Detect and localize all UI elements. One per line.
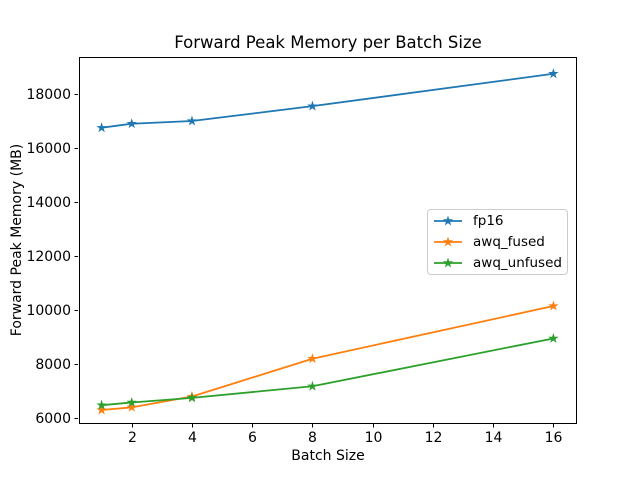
legend-item-fp16: fp16 <box>433 211 567 232</box>
x-tick-label: 12 <box>425 430 443 446</box>
x-tick-label: 10 <box>365 430 383 446</box>
data-point-marker-fp16 <box>96 122 107 133</box>
plot-area-border <box>79 57 577 424</box>
data-point-marker-awq_fused <box>307 353 318 364</box>
x-axis-label: Batch Size <box>291 448 365 464</box>
data-point-marker-awq_unfused <box>96 399 107 410</box>
y-tick-label: 14000 <box>26 195 71 211</box>
data-point-marker-fp16 <box>186 115 198 126</box>
data-point-marker-awq_fused <box>548 300 559 311</box>
legend-line-sample-awq_fused <box>434 236 462 247</box>
legend-line-sample-fp16 <box>434 215 462 226</box>
y-axis-label: Forward Peak Memory (MB) <box>9 143 25 337</box>
y-tick-label: 10000 <box>26 303 71 319</box>
y-tick-label: 6000 <box>35 411 71 427</box>
data-point-marker-fp16 <box>126 118 137 129</box>
legend: fp16 awq_fused awq_unfused <box>427 209 568 275</box>
series-line-fp16 <box>100 72 555 129</box>
x-tick-label: 4 <box>188 430 197 446</box>
x-tick-label: 2 <box>128 430 137 446</box>
x-tick-label: 14 <box>485 430 503 446</box>
y-tick-label: 16000 <box>26 141 71 157</box>
legend-line-sample-awq_unfused <box>434 257 462 268</box>
chart-title: Forward Peak Memory per Batch Size <box>174 33 482 52</box>
y-tick-label: 18000 <box>26 87 71 103</box>
legend-label-fp16: fp16 <box>473 213 504 229</box>
data-point-marker-awq_unfused <box>548 332 559 343</box>
legend-item-awq_fused: awq_fused <box>433 232 567 253</box>
data-point-marker-fp16 <box>548 68 559 79</box>
legend-star-marker <box>442 215 454 226</box>
data-point-marker-awq_fused <box>96 404 107 415</box>
legend-label-awq_fused: awq_fused <box>473 234 545 250</box>
data-point-marker-awq_unfused <box>307 380 318 391</box>
x-tick-label: 16 <box>545 430 563 446</box>
data-point-marker-awq_unfused <box>126 396 137 407</box>
legend-item-awq_unfused: awq_unfused <box>433 253 567 274</box>
legend-star-marker <box>442 257 454 268</box>
series-line-awq_unfused <box>100 337 555 407</box>
legend-star-marker <box>442 236 454 247</box>
data-point-marker-awq_fused <box>126 401 137 412</box>
legend-label-awq_unfused: awq_unfused <box>473 255 562 271</box>
series-line-awq_fused <box>100 305 555 411</box>
data-point-marker-fp16 <box>307 100 318 111</box>
y-tick-label: 12000 <box>26 249 71 265</box>
x-tick-label: 8 <box>308 430 317 446</box>
data-point-marker-awq_unfused <box>186 392 198 403</box>
x-tick-label: 6 <box>248 430 257 446</box>
y-tick-label: 8000 <box>35 357 71 373</box>
